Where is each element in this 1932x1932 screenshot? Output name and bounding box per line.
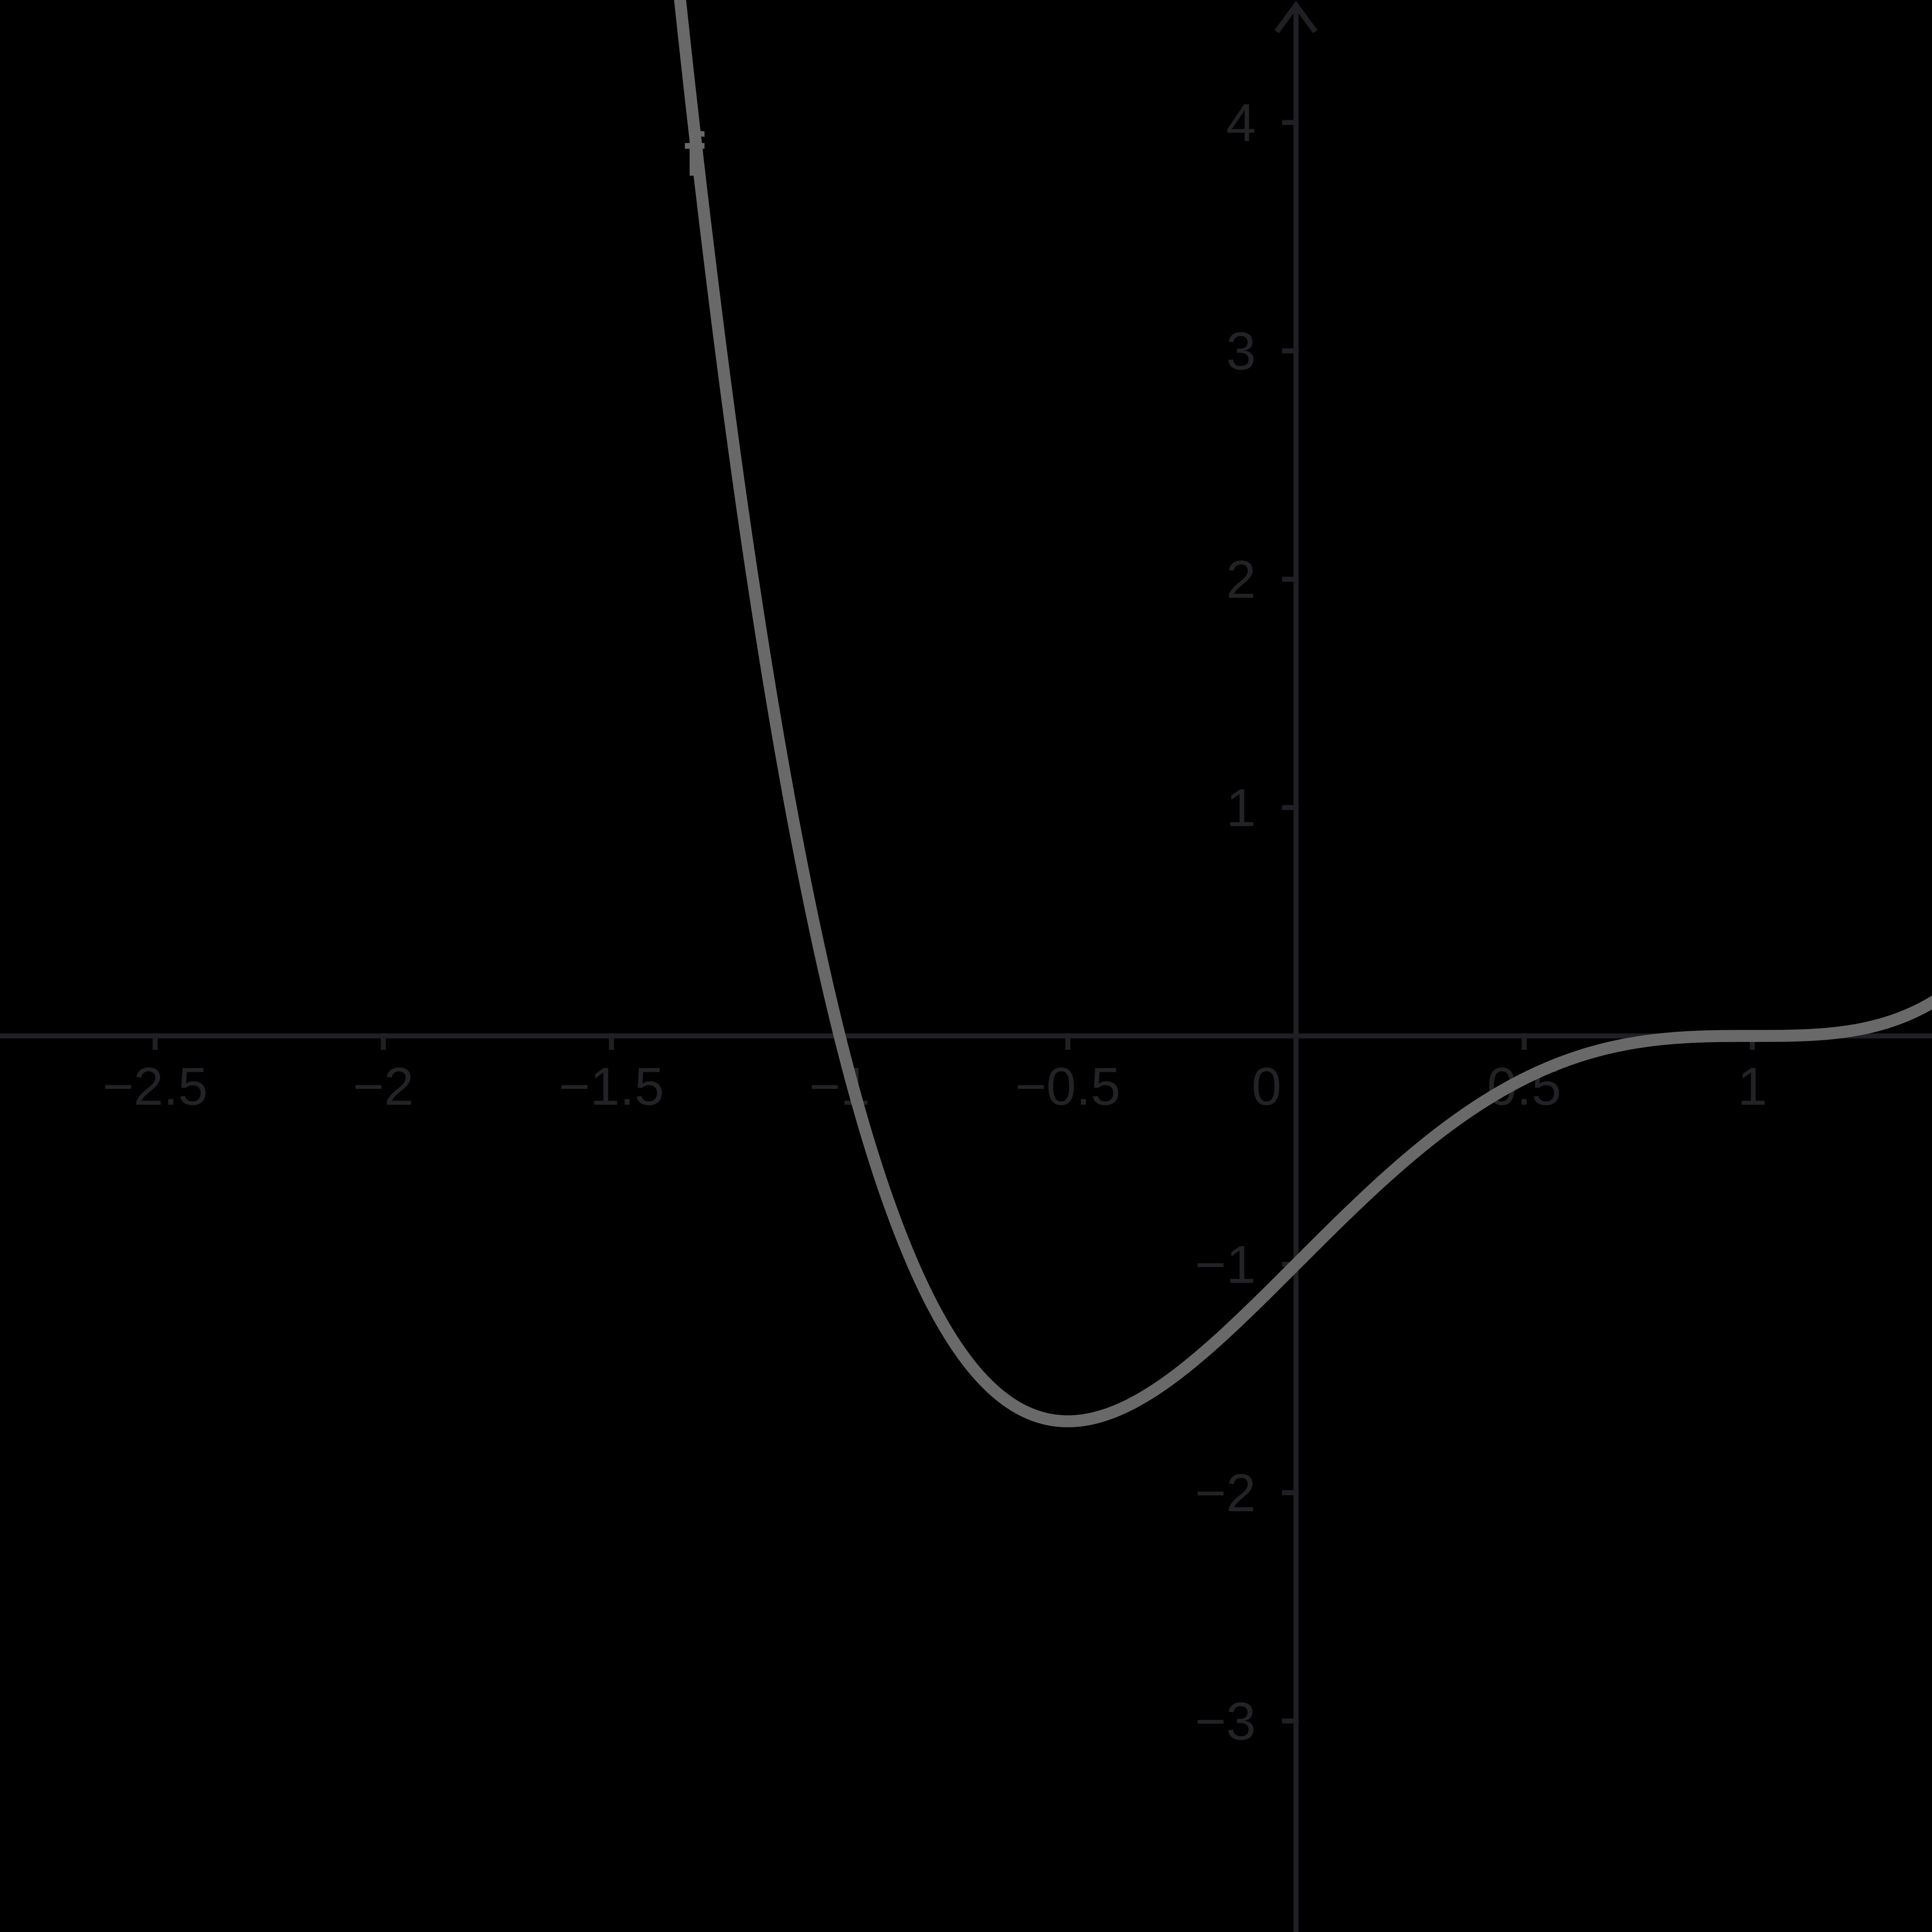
x-tick-labels-group: −2.5−2−1.5−1−0.500.511.522.5 bbox=[102, 1057, 1767, 1116]
y-tick-label: 4 bbox=[1226, 93, 1256, 153]
x-tick-label: 1 bbox=[1738, 1057, 1767, 1116]
y-tick-label: −1 bbox=[1195, 1235, 1256, 1294]
x-tick-label: 0 bbox=[1252, 1057, 1281, 1116]
y-ticks-group bbox=[1282, 120, 1299, 1724]
y-axis-arrow-icon bbox=[1274, 1, 1318, 34]
y-tick-label: −2 bbox=[1195, 1463, 1256, 1523]
x-tick-label: −2 bbox=[353, 1057, 413, 1116]
x-tick-label: −0.5 bbox=[1015, 1057, 1120, 1116]
y-tick-label: −3 bbox=[1195, 1692, 1256, 1751]
y-tick-label: 3 bbox=[1226, 321, 1256, 381]
x-tick-label: −1.5 bbox=[559, 1057, 664, 1116]
y-tick-label: 2 bbox=[1226, 550, 1256, 609]
y-tick-label: 1 bbox=[1226, 778, 1256, 838]
function-label: f bbox=[684, 120, 705, 189]
y-tick-labels-group: 4 3 2 1 −1 −2 −3 bbox=[1195, 93, 1256, 1751]
x-tick-label: −2.5 bbox=[102, 1057, 207, 1116]
function-curve bbox=[674, 0, 1932, 1427]
